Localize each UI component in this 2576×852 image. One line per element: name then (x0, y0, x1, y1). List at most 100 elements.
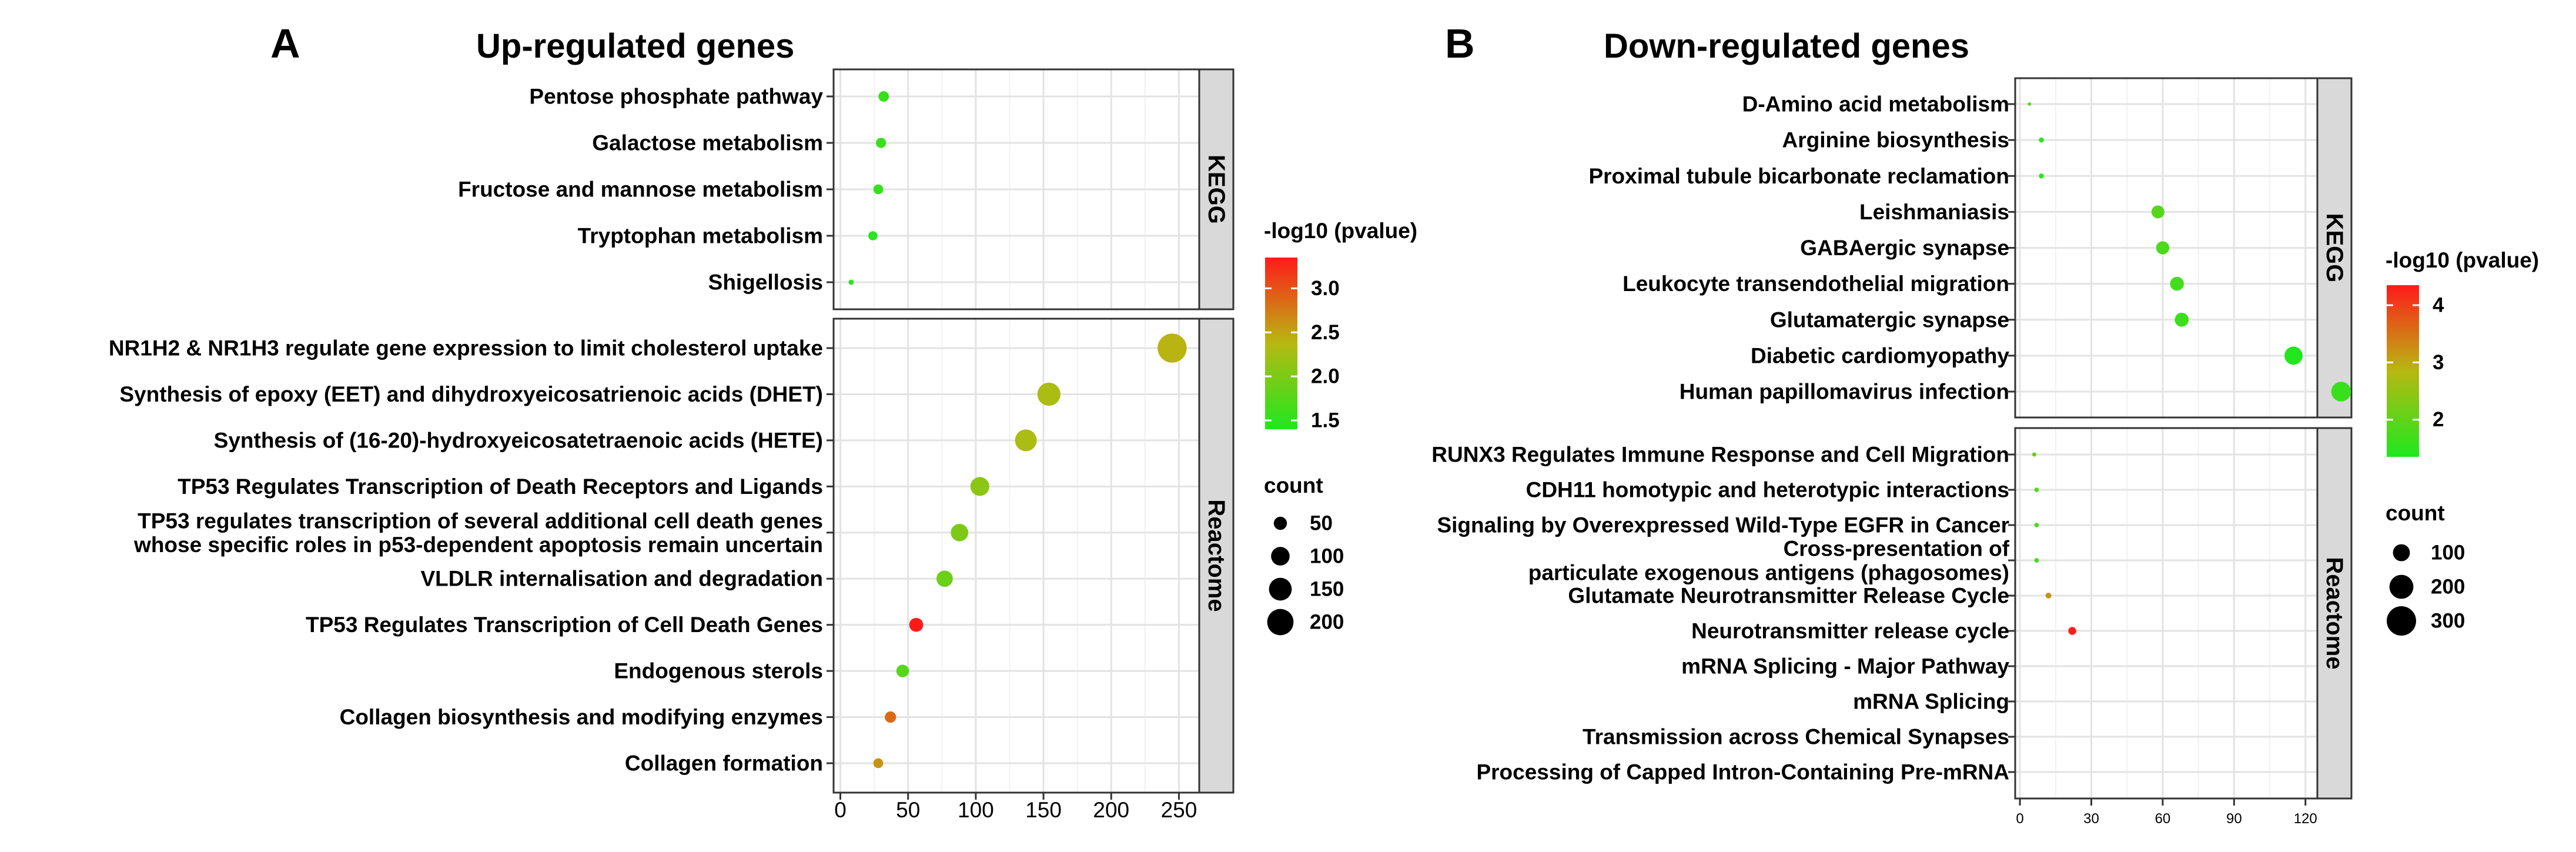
panel-b-plot: KEGG D-Amino acid metabolism Arginine bios… (1431, 77, 2353, 827)
x-tick-label: 30 (2083, 811, 2099, 827)
y-tick-label: Shigellosis (708, 270, 823, 295)
facet-panel-background (2015, 428, 2317, 798)
y-tick-label: TP53 regulates transcription of several … (133, 509, 823, 557)
data-point (2045, 593, 2052, 599)
y-tick-label: Processing of Capped Intron-Containing P… (1476, 760, 2009, 784)
facet-strip (2316, 427, 2353, 800)
y-tick-label: Leishmaniasis (1859, 200, 2009, 224)
facet-strip-label: Reactome (1203, 499, 1229, 612)
color-legend-label: 2.0 (1311, 365, 1340, 388)
y-tick-label: Collagen biosynthesis and modifying enzy… (340, 705, 823, 729)
panel-b-color-legend: -log10 (pvalue) 2 3 4 (2386, 248, 2539, 457)
size-legend-label: 300 (2431, 610, 2465, 633)
x-tick-label: 200 (1093, 798, 1129, 822)
y-tick-label: mRNA Splicing - Major Pathway (1681, 654, 2009, 679)
x-tick-label: 150 (1025, 798, 1062, 822)
y-tick-label: Human papillomavirus infection (1680, 380, 2009, 404)
size-legend-title: count (1264, 473, 1323, 497)
y-tick-label: Glutamatergic synapse (1770, 308, 2009, 332)
y-tick-label: Galactose metabolism (592, 131, 823, 155)
panel-letter-b: B (1445, 21, 1475, 66)
y-tick-label: VLDLR internalisation and degradation (420, 567, 823, 591)
data-point (2034, 487, 2039, 492)
data-point (951, 523, 969, 542)
y-tick-label: Cross-presentation of particulate exogeno… (1528, 536, 2010, 584)
size-legend-dot (1269, 577, 1292, 601)
data-point (1037, 382, 1060, 406)
panel-a-title: Up-regulated genes (476, 27, 794, 65)
size-legend-label: 200 (1310, 611, 1344, 634)
color-legend-title: -log10 (pvalue) (1264, 219, 1417, 243)
panel-a-plot: KEGG Pentose phosphate pathway Galactose m… (109, 68, 1235, 822)
data-point (2156, 241, 2170, 255)
data-point (873, 758, 884, 769)
size-legend-dot (2387, 606, 2416, 636)
y-tick-label: Pentose phosphate pathway (529, 85, 823, 109)
size-legend-dot (2389, 574, 2414, 599)
color-legend-label: 2.5 (1311, 321, 1340, 344)
panel-letter-a: A (270, 21, 300, 66)
y-tick-label: D-Amino acid metabolism (1742, 92, 2009, 116)
x-tick-label: 0 (834, 798, 847, 822)
y-tick-label: TP53 Regulates Transcription of Death Re… (178, 475, 823, 499)
data-point (970, 477, 989, 496)
data-point (1157, 333, 1187, 363)
y-tick-label: mRNA Splicing (1853, 690, 2009, 714)
data-point (2034, 558, 2039, 563)
y-tick-label: Arginine biosynthesis (1782, 128, 2009, 152)
size-legend-label: 200 (2431, 576, 2465, 599)
color-legend-label: 4 (2433, 294, 2444, 317)
y-tick-label: Tryptophan metabolism (578, 224, 823, 248)
x-tick-label: 0 (2016, 811, 2023, 827)
facet-strip (2316, 77, 2353, 419)
size-legend-dot (1267, 609, 1294, 636)
color-legend-title: -log10 (pvalue) (2386, 248, 2539, 272)
facet-strip-label: Reactome (2321, 557, 2347, 669)
y-tick-label: Endogenous sterols (614, 659, 823, 683)
size-legend-label: 100 (2431, 542, 2465, 564)
data-point (2151, 205, 2164, 219)
y-tick-label: Glutamate Neurotransmitter Release Cycle (1568, 584, 2009, 608)
panel-b-size-legend: count 100 200 300 (2386, 501, 2465, 636)
data-point (2331, 382, 2351, 402)
panel-a: A Up-regulated genes KEGG Pentose phospha… (109, 21, 1417, 822)
y-tick-label: Transmission across Chemical Synapses (1583, 725, 2009, 749)
x-tick-label: 50 (896, 798, 920, 822)
data-point (2039, 173, 2044, 179)
data-point (2034, 523, 2039, 527)
x-tick-label: 90 (2226, 811, 2242, 827)
size-legend-title: count (2386, 501, 2445, 525)
data-point (2284, 346, 2303, 365)
y-tick-label: Synthesis of epoxy (EET) and dihydroxyei… (119, 382, 823, 406)
y-tick-label: Leukocyte transendothelial migration (1622, 272, 2009, 296)
y-tick-label: NR1H2 & NR1H3 regulate gene expression t… (109, 336, 823, 360)
size-legend-dot (1273, 516, 1287, 530)
data-point (2170, 276, 2184, 291)
x-tick-label: 120 (2294, 811, 2317, 827)
y-tick-label: TP53 Regulates Transcription of Cell Dea… (306, 613, 823, 637)
color-legend-label: 1.5 (1311, 409, 1340, 432)
data-point (896, 664, 909, 677)
panel-b-title: Down-regulated genes (1604, 27, 1969, 65)
data-point (2039, 137, 2044, 143)
x-tick-label: 60 (2155, 811, 2171, 827)
data-point (873, 184, 884, 195)
y-tick-label: Proximal tubule bicarbonate reclamation (1588, 164, 2009, 188)
color-legend-label: 3 (2433, 351, 2444, 374)
data-point (2028, 102, 2032, 106)
data-point (868, 231, 878, 240)
data-point (878, 91, 889, 102)
data-point (936, 570, 953, 587)
facet-strip-label: KEGG (1203, 155, 1229, 224)
y-tick-label: Collagen formation (625, 751, 823, 776)
size-legend-label: 100 (1310, 545, 1344, 568)
color-legend-bar (2387, 285, 2419, 457)
color-legend-label: 3.0 (1311, 277, 1340, 300)
y-tick-label: Diabetic cardiomyopathy (1751, 343, 2009, 367)
size-legend-label: 50 (1310, 512, 1333, 535)
data-point (885, 711, 896, 723)
data-point (875, 138, 886, 148)
facet-strip (1198, 68, 1235, 310)
y-tick-label: Neurotransmitter release cycle (1691, 619, 2009, 643)
